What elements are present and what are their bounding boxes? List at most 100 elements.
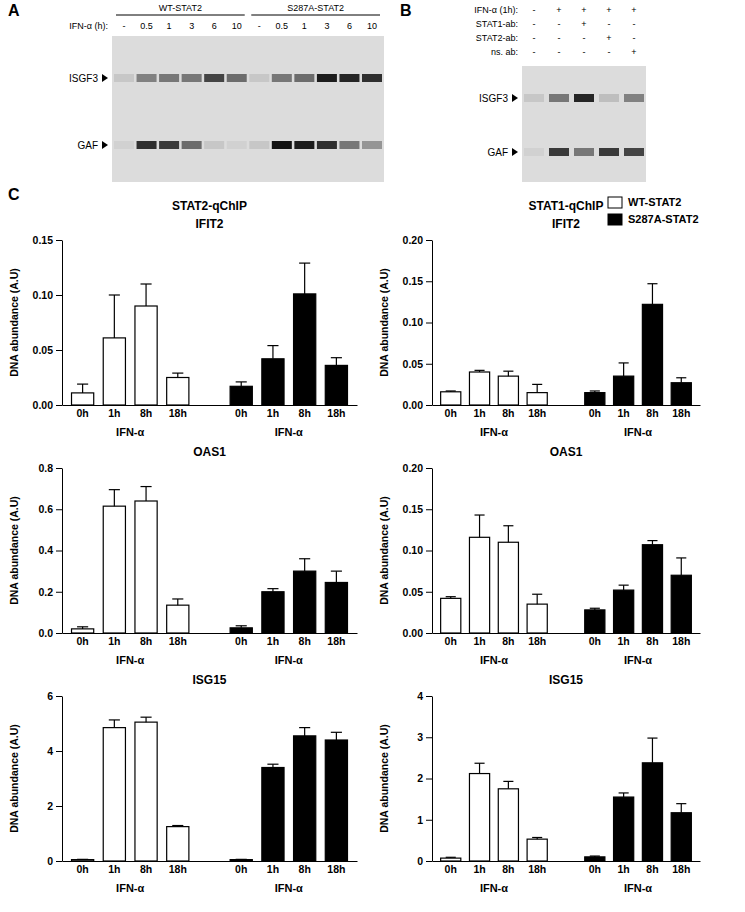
bar xyxy=(642,304,662,405)
error-bar xyxy=(236,859,247,860)
x-tick: 18h xyxy=(528,633,546,647)
lane-label: - xyxy=(533,47,536,57)
error-stem xyxy=(114,295,115,338)
error-bar xyxy=(619,793,629,797)
x-tick: 1h xyxy=(618,405,630,419)
x-tick: 18h xyxy=(169,633,187,647)
x-tick-label: 0h xyxy=(589,407,601,419)
x-tick-label: 18h xyxy=(327,635,345,647)
band-label: ISGF3 xyxy=(479,93,508,104)
lane-label: 10 xyxy=(367,21,377,31)
x-tick: 0h xyxy=(445,633,457,647)
error-cap xyxy=(267,345,278,346)
x-tick: 0h xyxy=(235,633,247,647)
bar xyxy=(72,629,94,633)
x-axis-title: IFN-α xyxy=(116,882,144,894)
x-tick: 0h xyxy=(235,405,247,419)
x-tick: 8h xyxy=(646,861,658,875)
bar xyxy=(527,839,547,861)
error-stem xyxy=(114,720,115,728)
y-tick: 6 xyxy=(47,690,62,702)
bar xyxy=(498,542,518,633)
x-tick: 0h xyxy=(589,861,601,875)
error-bar xyxy=(532,837,542,839)
y-tick-mark xyxy=(56,295,62,296)
y-tick: 0.10 xyxy=(403,316,432,328)
x-tick: 0h xyxy=(235,861,247,875)
y-tick-mark xyxy=(426,779,432,780)
legend-label: WT-STAT2 xyxy=(628,196,681,208)
y-axis: 01234 xyxy=(417,690,432,867)
y-tick-label: 0.05 xyxy=(403,358,424,370)
y-axis: 0.00.20.40.60.8 xyxy=(38,462,62,639)
bar xyxy=(230,628,252,633)
y-tick-label: 0.10 xyxy=(403,544,424,556)
x-tick-label: 18h xyxy=(169,863,187,875)
y-tick-label: 0.8 xyxy=(38,462,53,474)
gel-band xyxy=(624,94,644,102)
x-tick-label: 1h xyxy=(473,863,485,875)
y-tick-label: 0.6 xyxy=(38,503,53,515)
bar xyxy=(294,736,316,861)
y-tick-label: 0 xyxy=(47,855,53,867)
error-stem xyxy=(304,263,305,294)
y-tick-mark xyxy=(426,861,432,862)
x-axis: 0h1h8h18h0h1h8h18h xyxy=(433,405,701,419)
error-stem xyxy=(241,382,242,386)
chart-title: OAS1 xyxy=(550,445,583,459)
bar xyxy=(294,571,316,633)
y-tick: 0.00 xyxy=(403,399,432,411)
x-tick: 0h xyxy=(76,633,88,647)
band-arrow xyxy=(102,141,108,149)
error-cap xyxy=(590,608,600,609)
error-stem xyxy=(177,599,178,605)
error-cap xyxy=(446,596,456,597)
chart: ISG15DNA abundance (A.U)012340h1h8h18h0h… xyxy=(378,673,701,894)
bar xyxy=(642,763,662,861)
gel-band xyxy=(624,148,644,156)
x-axis-title: IFN-α xyxy=(480,654,508,666)
error-stem xyxy=(508,526,509,543)
x-tick: 0h xyxy=(76,861,88,875)
error-bar xyxy=(475,515,485,537)
error-bar xyxy=(236,382,247,386)
x-axis: 0h1h8h18h0h1h8h18h xyxy=(63,405,358,419)
band-arrow xyxy=(512,148,518,156)
lane-label: 1 xyxy=(302,21,307,31)
x-tick-label: 8h xyxy=(646,407,658,419)
bar xyxy=(262,592,284,633)
y-tick-mark xyxy=(56,806,62,807)
plot-area xyxy=(72,263,348,405)
x-tick: 8h xyxy=(502,633,514,647)
lane-label: - xyxy=(633,19,636,29)
x-tick-label: 0h xyxy=(445,863,457,875)
bar xyxy=(585,610,605,633)
lane-label: - xyxy=(258,21,261,31)
x-tick-label: 1h xyxy=(618,407,630,419)
y-tick: 2 xyxy=(417,772,432,784)
y-tick-label: 1 xyxy=(417,814,423,826)
gel-band xyxy=(137,74,157,82)
gel xyxy=(112,36,384,182)
lane-label: - xyxy=(633,33,636,43)
bar xyxy=(614,797,634,861)
y-tick-label: 0.15 xyxy=(403,503,424,515)
y-axis-title: DNA abundance (A.U) xyxy=(8,724,20,833)
bar xyxy=(135,306,157,405)
x-tick-label: 0h xyxy=(235,407,247,419)
y-tick: 3 xyxy=(417,731,432,743)
gel xyxy=(522,66,646,182)
gel-band xyxy=(524,148,544,156)
bar xyxy=(167,827,189,861)
x-tick-label: 0h xyxy=(235,635,247,647)
bar xyxy=(441,392,461,405)
y-tick-label: 0.15 xyxy=(33,234,54,246)
x-tick-label: 8h xyxy=(140,863,152,875)
x-tick-label: 18h xyxy=(528,407,546,419)
gel-band xyxy=(599,94,619,102)
x-tick: 8h xyxy=(646,405,658,419)
y-tick-label: 0.05 xyxy=(33,344,54,356)
error-stem xyxy=(508,371,509,376)
bar xyxy=(72,860,94,861)
gel-band xyxy=(317,141,337,149)
